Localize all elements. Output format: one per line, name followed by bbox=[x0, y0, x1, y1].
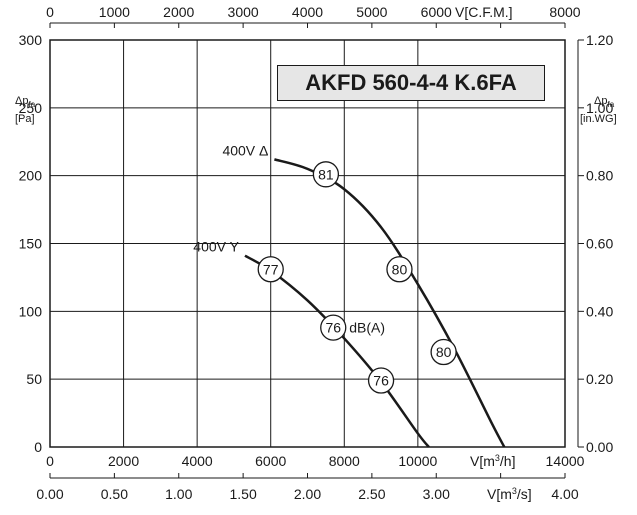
x-tick-label-m3s: 4.00 bbox=[551, 486, 578, 502]
db-marker bbox=[367, 367, 395, 394]
y-tick-label-inwg: 0.20 bbox=[586, 371, 613, 387]
y-tick-label-inwg: 1.00 bbox=[586, 100, 613, 116]
y-tick-label-inwg: 1.20 bbox=[586, 32, 613, 48]
y-tick-label-pa: 50 bbox=[26, 371, 42, 387]
db-marker bbox=[320, 314, 347, 341]
db-marker-label: 76 bbox=[325, 320, 341, 336]
db-marker-label: 80 bbox=[436, 344, 452, 360]
x-axis-unit-cfm: V[C.F.M.] bbox=[455, 4, 513, 20]
y-axis-unit-right: [in.WG] bbox=[580, 113, 617, 125]
y-tick-label-pa: 250 bbox=[19, 100, 43, 116]
annotation-dba: dB(A) bbox=[349, 320, 385, 336]
x-tick-label-m3s: 2.00 bbox=[294, 486, 321, 502]
y-tick-label-pa: 200 bbox=[19, 168, 43, 184]
x-tick-label-m3s: 3.00 bbox=[423, 486, 450, 502]
db-marker-label: 81 bbox=[318, 166, 334, 182]
y-tick-label-inwg: 0.00 bbox=[586, 439, 613, 455]
x-tick-label-m3s: 1.50 bbox=[230, 486, 257, 502]
plot-frame bbox=[49, 39, 566, 448]
x-tick-label-m3h: 8000 bbox=[329, 453, 360, 469]
x-tick-label-m3h: 0 bbox=[46, 453, 54, 469]
series-label: 400V Δ bbox=[222, 142, 268, 158]
x-tick-label-cfm: 6000 bbox=[421, 4, 452, 20]
y-tick-label-pa: 300 bbox=[19, 32, 43, 48]
grid-lines bbox=[49, 39, 566, 448]
y-tick-label-pa: 150 bbox=[19, 236, 43, 252]
x-tick-label-cfm: 2000 bbox=[163, 4, 194, 20]
x-tick-label-cfm: 1000 bbox=[99, 4, 130, 20]
x-tick-label-m3h: 2000 bbox=[108, 453, 139, 469]
y-tick-label-pa: 100 bbox=[19, 303, 43, 319]
series-layer: 400V Δ 81 80 80 400V Y 77 76 76 dB(A) bbox=[193, 142, 506, 448]
db-marker bbox=[430, 338, 457, 366]
series-label: 400V Y bbox=[193, 239, 239, 255]
x-tick-label-m3h: 10000 bbox=[398, 453, 437, 469]
y-tick-label-inwg: 0.60 bbox=[586, 236, 613, 252]
x-tick-label-cfm: 3000 bbox=[228, 4, 259, 20]
y-tick-label-inwg: 0.80 bbox=[586, 168, 613, 184]
y-axis-label-left: Δpfa bbox=[15, 95, 36, 109]
x-tick-label-cfm: 5000 bbox=[356, 4, 387, 20]
x-tick-label-m3h: 6000 bbox=[255, 453, 286, 469]
x-tick-label-m3s: 0.00 bbox=[36, 486, 63, 502]
x-tick-label-m3h: 4000 bbox=[182, 453, 213, 469]
db-marker-label: 80 bbox=[392, 261, 408, 277]
chart-title: AKFD 560-4-4 K.6FA bbox=[277, 65, 545, 101]
x-axis-unit-m3s: V[m3/s] bbox=[487, 486, 532, 502]
y-tick-label-pa: 0 bbox=[34, 439, 42, 455]
db-marker bbox=[257, 256, 284, 283]
x-tick-label-m3s: 1.00 bbox=[165, 486, 192, 502]
y-axis-label-right: Δpfa bbox=[594, 95, 615, 109]
x-tick-label-cfm: 8000 bbox=[549, 4, 580, 20]
y-tick-label-inwg: 0.40 bbox=[586, 303, 613, 319]
y-axis-unit-left: [Pa] bbox=[15, 113, 35, 125]
db-marker-label: 77 bbox=[263, 261, 279, 277]
db-marker bbox=[312, 161, 340, 188]
x-tick-label-cfm: 0 bbox=[46, 4, 54, 20]
db-marker-label: 76 bbox=[373, 373, 389, 389]
x-tick-label-m3h: 14000 bbox=[546, 453, 585, 469]
x-tick-label-m3s: 0.50 bbox=[101, 486, 128, 502]
x-tick-label-cfm: 4000 bbox=[292, 4, 323, 20]
x-axis-unit-m3h: V[m3/h] bbox=[470, 453, 515, 469]
series-line bbox=[244, 254, 430, 448]
db-marker bbox=[386, 256, 413, 283]
x-tick-label-m3s: 2.50 bbox=[358, 486, 385, 502]
